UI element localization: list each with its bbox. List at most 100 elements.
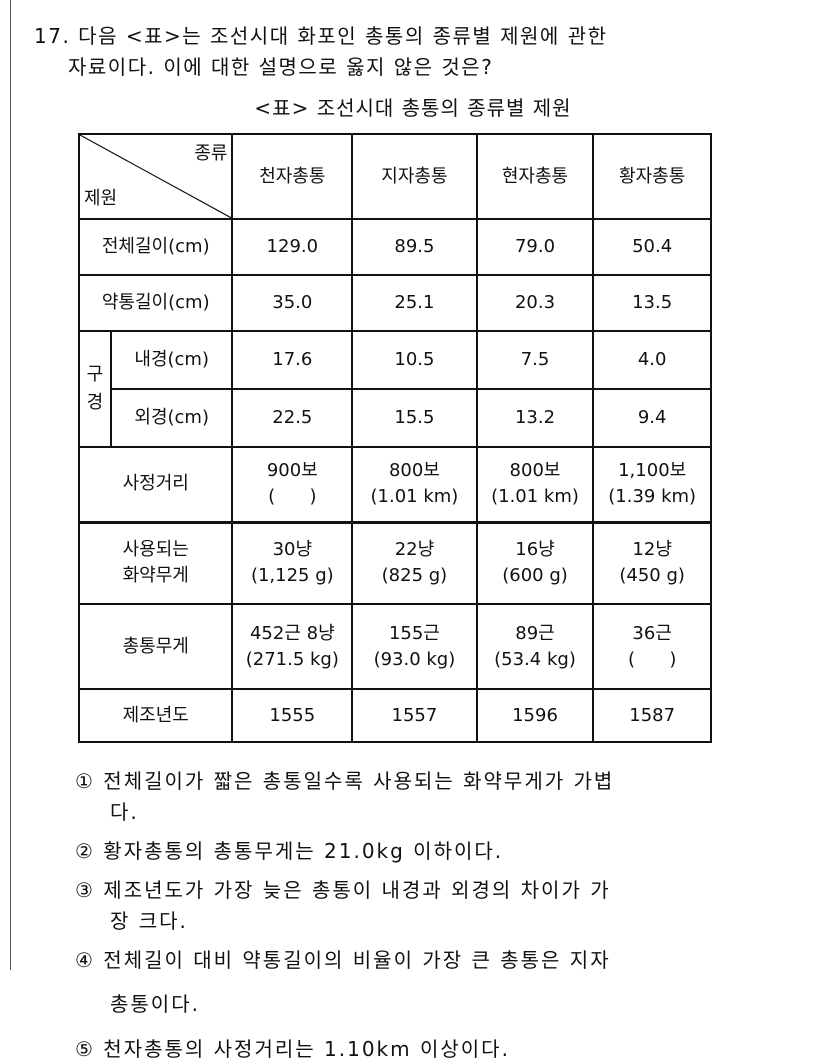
option-text: 전체길이 대비 약통길이의 비율이 가장 큰 총통은 지자	[103, 948, 611, 972]
question-line-1: 17. 다음 <표>는 조선시대 화포인 총통의 종류별 제원에 관한	[34, 20, 608, 49]
cell-line: (1,125 g)	[250, 565, 334, 587]
cell-line: 89근	[515, 622, 555, 644]
cell-line: (825 g)	[381, 565, 448, 587]
specs-table: 종류 제원 천자총통 지자총통 현자총통 황자총통 전체길이(cm) 129.0…	[77, 133, 712, 743]
cell: 79.0	[475, 218, 595, 276]
cell: 15.5	[351, 388, 478, 448]
cell: 800보 (1.01 km)	[475, 446, 595, 524]
column-header: 현자총통	[475, 133, 595, 220]
cell-line: 1,100보	[618, 460, 687, 482]
table-caption: <표> 조선시대 총통의 종류별 제원	[254, 96, 572, 120]
option-text: 제조년도가 가장 늦은 총통이 내경과 외경의 차이가 가	[103, 878, 611, 902]
cell-line: 800보	[388, 460, 440, 482]
question-text: 다음 <표>는 조선시대 화포인 총통의 종류별 제원에 관한	[78, 24, 608, 48]
cell: 7.5	[475, 330, 595, 390]
cell: 1587	[592, 688, 712, 743]
option-5[interactable]: ⑤ 천자총통의 사정거리는 1.10km 이상이다.	[75, 1033, 510, 1062]
option-text: 전체길이가 짧은 총통일수록 사용되는 화약무게가 가볍	[103, 769, 615, 793]
row-label: 외경(cm)	[109, 388, 234, 448]
cell-line: 900보	[266, 460, 318, 482]
cell-line: (93.0 kg)	[373, 648, 456, 670]
row-label: 전체길이(cm)	[77, 218, 234, 276]
corner-bottom-label: 제원	[84, 188, 118, 209]
cell-line: (1.01 km)	[491, 486, 579, 508]
cell-line: ( )	[268, 486, 317, 508]
cell: 36근 ( )	[592, 603, 712, 690]
cell: 89.5	[351, 218, 478, 276]
corner-top-label: 종류	[194, 143, 228, 164]
cell: 20.3	[475, 274, 595, 332]
cell-line: 155근	[388, 622, 440, 644]
table-row: 사정거리 900보 ( ) 800보 (1.01 km) 800보 (1.01 km)…	[77, 446, 712, 524]
row-label: 내경(cm)	[109, 330, 234, 390]
cell: 30냥 (1,125 g)	[231, 521, 354, 605]
cell: 1555	[231, 688, 354, 743]
cell: 10.5	[351, 330, 478, 390]
cell: 800보 (1.01 km)	[351, 446, 478, 524]
option-mark: ⑤	[75, 1037, 95, 1061]
option-3-continued: 장 크다.	[110, 909, 188, 933]
option-text: 황자총통의 총통무게는 21.0kg 이하이다.	[103, 839, 504, 863]
option-3[interactable]: ③ 제조년도가 가장 늦은 총통이 내경과 외경의 차이가 가	[75, 874, 611, 903]
cell-line: 30냥	[272, 539, 313, 561]
cell-line: (1.39 km)	[608, 486, 697, 508]
corner-cell: 종류 제원	[77, 133, 234, 220]
group-label-char-1: 구	[86, 364, 104, 385]
cell-line: (600 g)	[502, 565, 568, 587]
cell: 16냥 (600 g)	[475, 521, 595, 605]
cell: 1557	[351, 688, 478, 743]
cell: 900보 ( )	[231, 446, 354, 524]
row-label-line: 화약무게	[122, 565, 189, 587]
cell: 155근 (93.0 kg)	[351, 603, 478, 690]
table-row: 제조년도 1555 1557 1596 1587	[77, 688, 712, 743]
header-row: 종류 제원 천자총통 지자총통 현자총통 황자총통	[77, 133, 712, 220]
cell-line: 36근	[632, 622, 672, 644]
diagonal-line	[80, 135, 231, 218]
cell: 1,100보 (1.39 km)	[592, 446, 712, 524]
table-row: 전체길이(cm) 129.0 89.5 79.0 50.4	[77, 218, 712, 276]
group-label-char-2: 경	[86, 392, 104, 413]
question-line-2: 자료이다. 이에 대한 설명으로 옳지 않은 것은?	[68, 55, 494, 79]
cell: 35.0	[231, 274, 354, 332]
cell: 12냥 (450 g)	[592, 521, 712, 605]
cell: 13.2	[475, 388, 595, 448]
cell: 4.0	[592, 330, 712, 390]
cell: 25.1	[351, 274, 478, 332]
option-1-continued: 다.	[110, 800, 139, 824]
option-1[interactable]: ① 전체길이가 짧은 총통일수록 사용되는 화약무게가 가볍	[75, 765, 614, 794]
cell-line: (450 g)	[619, 565, 685, 587]
cell: 1596	[475, 688, 595, 743]
row-label-line: 사용되는	[122, 539, 189, 561]
cell-line: 800보	[509, 460, 561, 482]
option-mark: ③	[75, 878, 95, 902]
column-header: 천자총통	[231, 133, 354, 220]
table-row: 총통무게 452근 8냥 (271.5 kg) 155근 (93.0 kg) 89근…	[77, 603, 712, 690]
column-header: 지자총통	[351, 133, 478, 220]
cell-line: 12냥	[632, 539, 672, 561]
option-4[interactable]: ④ 전체길이 대비 약통길이의 비율이 가장 큰 총통은 지자	[75, 944, 611, 973]
cell-line: 16냥	[515, 539, 555, 561]
option-text: 천자총통의 사정거리는 1.10km 이상이다.	[103, 1037, 510, 1061]
cell-line: (53.4 kg)	[494, 648, 576, 670]
option-mark: ②	[75, 839, 95, 863]
option-mark: ④	[75, 948, 95, 972]
table-row: 약통길이(cm) 35.0 25.1 20.3 13.5	[77, 274, 712, 332]
cell: 50.4	[592, 218, 712, 276]
cell: 452근 8냥 (271.5 kg)	[231, 603, 354, 690]
row-label: 제조년도	[77, 688, 234, 743]
cell: 9.4	[592, 388, 712, 448]
option-2[interactable]: ② 황자총통의 총통무게는 21.0kg 이하이다.	[75, 835, 503, 864]
cell: 89근 (53.4 kg)	[475, 603, 595, 690]
page-margin-line	[10, 0, 11, 970]
cell-line: ( )	[627, 648, 677, 670]
cell-line: (1.01 km)	[370, 486, 459, 508]
row-label: 약통길이(cm)	[77, 274, 234, 332]
column-header: 황자총통	[592, 133, 712, 220]
cell: 22냥 (825 g)	[351, 521, 478, 605]
option-mark: ①	[75, 769, 95, 793]
question-number: 17.	[34, 24, 71, 48]
cell-line: 22냥	[394, 539, 435, 561]
